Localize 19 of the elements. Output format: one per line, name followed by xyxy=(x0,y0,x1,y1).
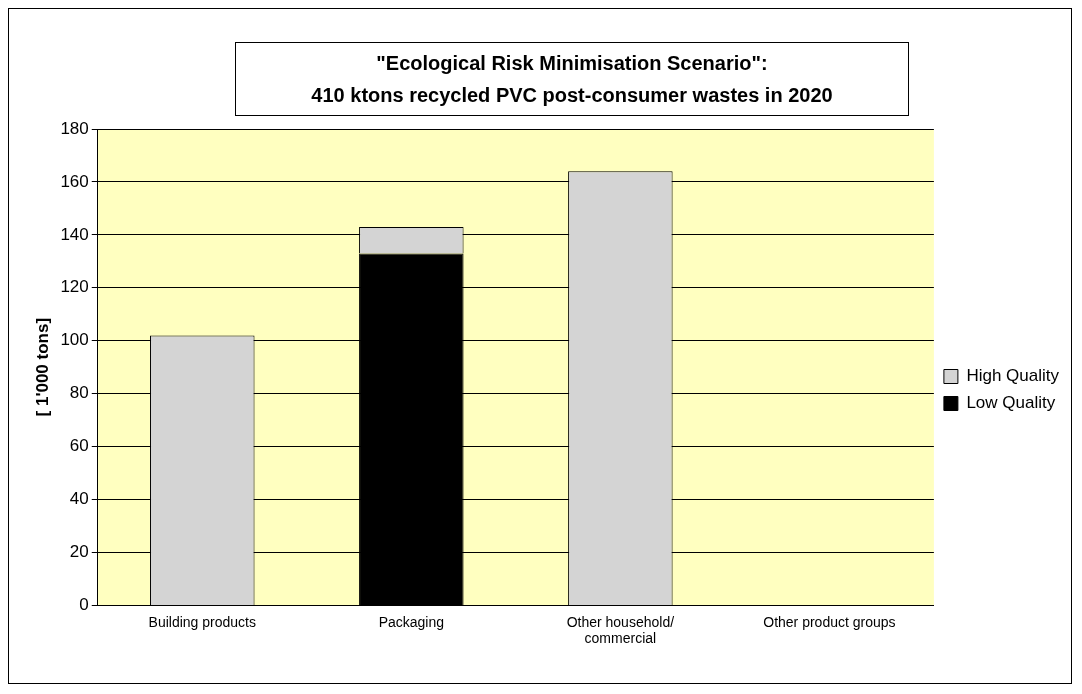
x-tick-label: Building products xyxy=(148,613,256,630)
y-tick-label: 20 xyxy=(69,542,89,562)
y-tick-label: 80 xyxy=(69,383,89,403)
legend-label: High Quality xyxy=(966,366,1060,386)
x-tick-label: Other product groups xyxy=(763,613,896,630)
y-tick-label: 120 xyxy=(60,277,89,297)
chart-title: "Ecological Risk Minimisation Scenario": xyxy=(375,51,769,76)
y-tick-label: 0 xyxy=(79,595,89,615)
y-tick-label: 100 xyxy=(60,330,89,350)
x-tick-label: Packaging xyxy=(378,613,445,630)
y-tick-label: 40 xyxy=(69,489,89,509)
y-tick-label: 160 xyxy=(60,171,89,191)
x-tick-label: Other household/ commercial xyxy=(566,613,675,647)
legend-label: Low Quality xyxy=(966,393,1056,413)
y-tick-label: 60 xyxy=(69,436,89,456)
y-tick-label: 140 xyxy=(60,224,89,244)
chart-subtitle: 410 ktons recycled PVC post-consumer wastes in 2020 xyxy=(310,83,834,108)
y-axis-title: [ 1'000 tons] xyxy=(32,317,52,417)
y-tick-label: 180 xyxy=(60,118,89,138)
